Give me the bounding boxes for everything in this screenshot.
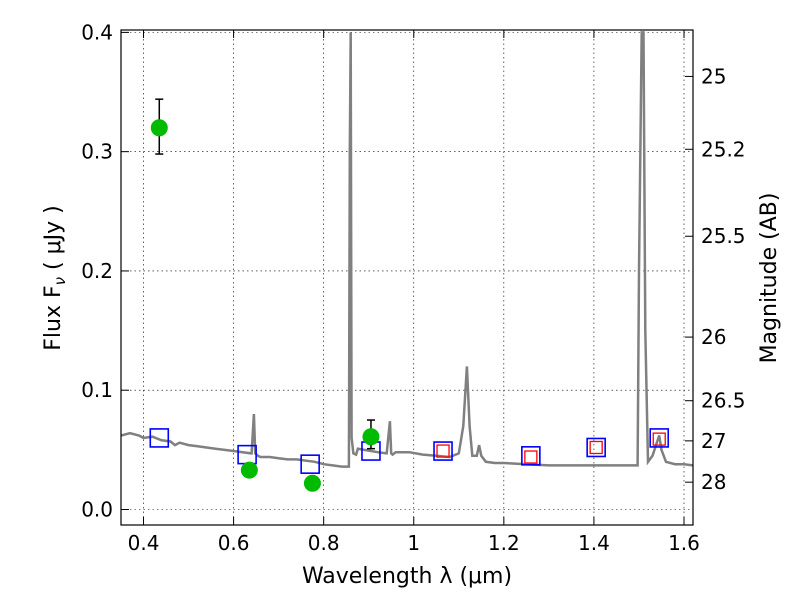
y-tick-label: 0.0 bbox=[81, 497, 113, 521]
y2-tick-label: 25.2 bbox=[701, 137, 746, 161]
x-axis-label: Wavelength λ (μm) bbox=[302, 564, 512, 589]
x-tick-label: 1.4 bbox=[578, 531, 610, 555]
y2-tick-label: 28 bbox=[701, 470, 726, 494]
y-tick-label: 0.1 bbox=[81, 378, 113, 402]
y2-tick-label: 26 bbox=[701, 325, 726, 349]
y2-tick-label: 26.5 bbox=[701, 389, 746, 413]
y-tick-label: 0.2 bbox=[81, 259, 113, 283]
model-flux-square bbox=[433, 441, 453, 461]
x-tick-label: 1.6 bbox=[668, 531, 700, 555]
y-axis-label-main: Flux F bbox=[41, 285, 66, 350]
observed-point bbox=[303, 474, 321, 492]
model-flux-square bbox=[649, 428, 670, 448]
model-spectrum-line bbox=[121, 31, 693, 468]
secondary-flux-square bbox=[589, 440, 603, 455]
model-flux-square bbox=[586, 437, 606, 458]
y-axis-label: Flux Fν ( μJy ) bbox=[41, 205, 69, 350]
y-tick-label: 0.4 bbox=[81, 20, 113, 44]
model-spectrum-layer bbox=[121, 31, 693, 468]
plot-area bbox=[121, 30, 693, 525]
ticks: 0.4 0.6 0.8 1 1.2 1.4 1.6 0.0 0.1 0.2 0.3 0.4 25 25.2… bbox=[81, 20, 745, 555]
grid bbox=[121, 30, 693, 525]
plot-frame bbox=[120, 29, 694, 526]
y-axis-label-group: Flux Fν ( μJy ) bbox=[41, 205, 69, 350]
y-tick-label: 0.3 bbox=[81, 140, 113, 164]
y2-tick-label: 25.5 bbox=[701, 224, 746, 248]
model-flux-square bbox=[149, 428, 170, 448]
observed-point bbox=[150, 119, 168, 137]
secondary-flux-square bbox=[524, 450, 538, 464]
secondary-flux-square bbox=[652, 432, 666, 446]
secondary-y-axis-label: Magnitude (AB) bbox=[757, 193, 782, 364]
y-axis-label-subscript: ν bbox=[51, 277, 69, 285]
x-tick-label: 0.4 bbox=[128, 531, 160, 555]
x-tick-label: 1.2 bbox=[488, 531, 520, 555]
y-axis-label-unit: ( μJy ) bbox=[41, 205, 66, 277]
model-flux-square bbox=[521, 446, 541, 466]
x-tick-label: 1 bbox=[407, 531, 420, 555]
y2-tick-label: 27 bbox=[701, 429, 726, 453]
x-tick-label: 0.8 bbox=[308, 531, 340, 555]
marker-layer bbox=[149, 98, 670, 492]
observed-point bbox=[240, 461, 258, 479]
y2-tick-label: 25 bbox=[701, 64, 726, 88]
secondary-flux-square bbox=[436, 444, 450, 458]
model-flux-square bbox=[300, 454, 320, 474]
x-tick-label: 0.6 bbox=[218, 531, 250, 555]
observed-point bbox=[362, 428, 380, 446]
